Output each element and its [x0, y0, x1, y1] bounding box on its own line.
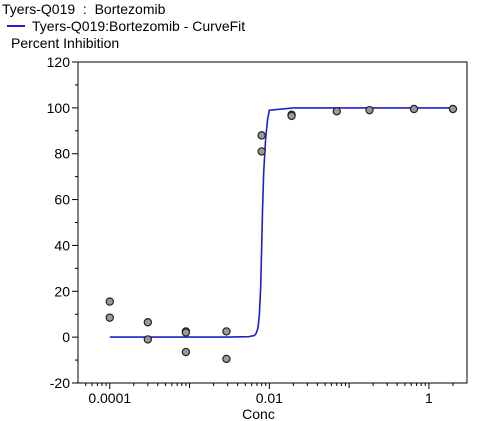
data-point — [222, 327, 231, 336]
legend-label: Tyers-Q019:Bortezomib - CurveFit — [32, 18, 246, 34]
y-axis-label: Percent Inhibition — [11, 35, 120, 51]
data-point — [448, 104, 458, 114]
data-point — [365, 105, 374, 115]
x-tick-label: 0.01 — [256, 390, 283, 406]
data-point — [143, 335, 153, 344]
y-tick-label: 120 — [47, 54, 71, 70]
y-tick-label: 60 — [54, 192, 70, 208]
y-tick-label: 80 — [54, 146, 70, 162]
x-tick-label: 0.0001 — [88, 390, 131, 406]
data-point — [181, 328, 191, 337]
y-tick-label: 0 — [62, 329, 70, 345]
data-point — [222, 354, 231, 364]
data-point — [181, 347, 191, 357]
legend: Tyers-Q019:Bortezomib - CurveFit — [7, 18, 245, 34]
x-tick-label: 1 — [425, 390, 433, 406]
data-point — [409, 104, 419, 114]
data-point — [257, 131, 266, 140]
y-tick-label: -20 — [50, 375, 70, 391]
data-point — [332, 107, 341, 116]
data-point — [105, 313, 114, 322]
y-tick-label: 40 — [54, 237, 70, 253]
curve-fit-line — [109, 107, 453, 338]
data-point — [287, 111, 296, 121]
y-tick-label: 100 — [47, 100, 71, 116]
y-tick-label: 20 — [54, 283, 70, 299]
legend-line-swatch — [7, 25, 25, 27]
data-point — [143, 318, 153, 327]
chart-title: Tyers-Q019 : Bortezomib — [2, 1, 166, 17]
data-point — [257, 147, 266, 156]
x-axis-label: Conc — [242, 406, 275, 421]
data-point — [105, 297, 114, 306]
